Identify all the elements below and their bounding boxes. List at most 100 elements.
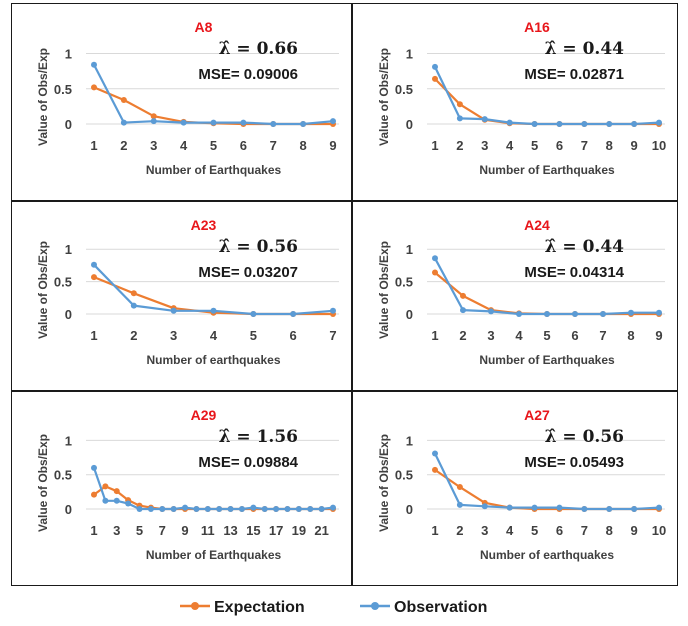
data-point-observation	[284, 506, 291, 512]
y-axis-label: Value of Obs/Exp	[36, 241, 50, 339]
data-point-observation	[120, 119, 127, 126]
data-point-expectation	[91, 491, 97, 498]
data-point-observation	[170, 506, 177, 512]
x-tick-label: 3	[150, 138, 157, 153]
y-tick-label: 0.5	[54, 468, 72, 483]
y-tick-label: 0	[406, 117, 413, 132]
chart-panel-a27: 0 0.5 1 1 2 3 4 5 6 7 8 9 10 A27 λ̂ = 0.56 MSE= 0.05493…	[352, 391, 678, 586]
x-tick-label: 5	[250, 328, 257, 343]
y-axis-label: Value of Obs/Exp	[36, 48, 50, 146]
data-point-expectation	[432, 75, 438, 82]
data-point-observation	[182, 504, 189, 511]
y-tick-label: 0	[406, 502, 413, 517]
x-tick-label: 7	[329, 328, 336, 343]
series-line-expectation	[93, 86, 333, 126]
x-tick-label: 4	[506, 138, 514, 153]
lambda-annotation: λ̂ = 0.44	[545, 237, 625, 257]
x-tick-label: 2	[456, 523, 463, 538]
chart-svg: 0 0.5 1 1 2 3 4 5 6 7 8 9 A24 λ̂ = 0.44 MSE= 0.04314 Nu…	[377, 217, 665, 367]
x-tick-label: 1	[90, 328, 97, 343]
x-tick-label: 4	[506, 523, 514, 538]
data-point-observation	[556, 504, 563, 511]
x-tick-label: 4	[180, 138, 188, 153]
x-tick-label: 1	[90, 523, 97, 538]
y-tick-label: 0	[65, 307, 72, 322]
x-tick-label: 9	[655, 328, 662, 343]
x-tick-label: 8	[627, 328, 634, 343]
data-point-expectation	[460, 292, 466, 299]
data-point-observation	[250, 311, 257, 317]
data-point-observation	[606, 506, 613, 512]
chart-svg: 0 0.5 1 1 2 3 4 5 6 7 8 9 10 A16 λ̂ = 0.44 MSE= 0.02871…	[377, 19, 666, 177]
data-point-observation	[136, 506, 143, 512]
y-tick-label: 0	[406, 307, 413, 322]
y-tick-label: 1	[65, 47, 72, 62]
x-tick-label: 2	[120, 138, 127, 153]
data-point-observation	[460, 307, 466, 314]
lambda-annotation: λ̂ = 0.56	[545, 427, 624, 447]
x-tick-label: 6	[240, 138, 247, 153]
y-axis-label: Value of Obs/Exp	[377, 48, 391, 146]
x-tick-label: 3	[481, 523, 488, 538]
x-tick-label: 6	[556, 523, 563, 538]
data-point-observation	[572, 311, 578, 317]
y-tick-label: 0.5	[395, 275, 413, 290]
data-point-observation	[240, 119, 247, 126]
y-tick-label: 1	[406, 242, 413, 257]
data-point-expectation	[456, 484, 463, 491]
x-tick-label: 7	[581, 138, 588, 153]
data-point-observation	[544, 311, 550, 317]
legend-marker-observation	[371, 602, 379, 610]
data-point-expectation	[130, 290, 137, 297]
legend-svg: Expectation Observation	[180, 599, 487, 616]
data-point-observation	[631, 506, 638, 512]
data-point-observation	[506, 119, 513, 126]
x-tick-label: 5	[531, 523, 538, 538]
data-point-observation	[488, 308, 494, 315]
data-point-expectation	[456, 101, 463, 108]
chart-title: A24	[524, 217, 550, 233]
chart-panel-a23: 0 0.5 1 1 2 3 4 5 6 7 A23 λ̂ = 0.56 MSE= 0.03207 Numb…	[11, 201, 352, 391]
chart-panel-a29: 0 0.5 1 1 3 5 7 9 11 13 15 17 19 21 A29 λ̂ = 1.56 MSE= 0…	[11, 391, 352, 586]
data-point-observation	[261, 506, 268, 512]
data-point-observation	[656, 504, 662, 511]
x-tick-label: 5	[210, 138, 217, 153]
data-point-observation	[432, 255, 438, 262]
legend-label-expectation: Expectation	[214, 599, 305, 616]
chart-title: A8	[195, 19, 213, 35]
data-point-observation	[307, 506, 314, 512]
mse-annotation: MSE= 0.03207	[198, 264, 298, 281]
x-tick-label: 1	[431, 138, 438, 153]
data-point-observation	[330, 504, 336, 511]
lambda-annotation: λ̂ = 0.56	[219, 237, 298, 257]
y-tick-label: 0.5	[54, 275, 72, 290]
data-point-observation	[330, 307, 336, 314]
data-point-observation	[581, 506, 588, 512]
x-tick-label: 1	[431, 523, 438, 538]
x-tick-label: 10	[652, 138, 666, 153]
x-tick-label: 9	[630, 523, 637, 538]
data-point-expectation	[102, 483, 109, 490]
data-point-observation	[295, 506, 302, 512]
legend: Expectation Observation	[0, 590, 688, 621]
data-point-observation	[656, 309, 662, 316]
data-point-observation	[516, 311, 522, 317]
data-point-observation	[556, 121, 563, 127]
data-point-observation	[159, 506, 166, 512]
x-tick-label: 4	[210, 328, 218, 343]
data-point-observation	[606, 121, 613, 127]
x-tick-label: 10	[652, 523, 666, 538]
x-axis-label: Number of earthquakes	[480, 548, 614, 562]
y-tick-label: 0	[65, 502, 72, 517]
data-point-expectation	[432, 269, 438, 276]
series-line-expectation	[434, 78, 659, 126]
data-point-observation	[432, 450, 438, 457]
data-point-observation	[628, 309, 634, 316]
data-point-expectation	[91, 274, 97, 281]
y-axis-label: Value of Obs/Exp	[36, 434, 50, 532]
data-point-observation	[210, 119, 217, 126]
x-tick-label: 2	[459, 328, 466, 343]
series-line-expectation	[434, 468, 659, 511]
y-tick-label: 0.5	[54, 82, 72, 97]
